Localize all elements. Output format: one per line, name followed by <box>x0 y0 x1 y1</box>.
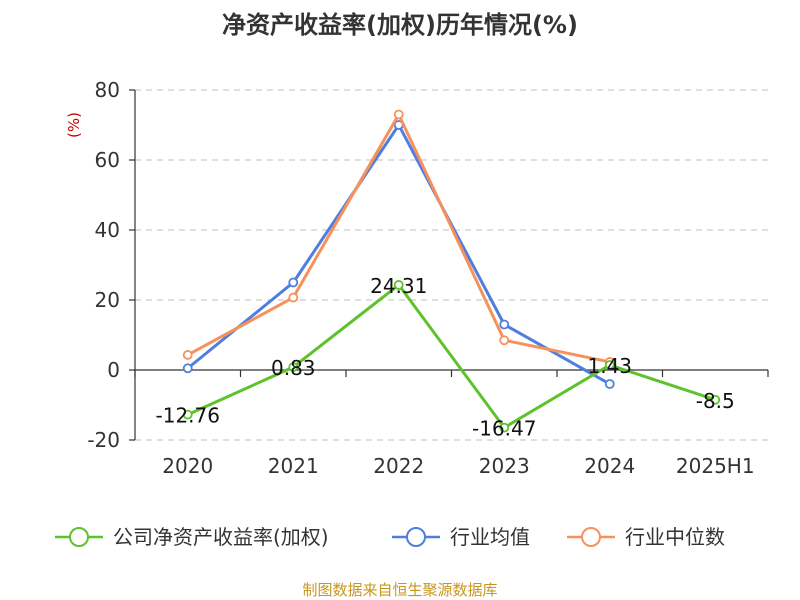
data-source-note: 制图数据来自恒生聚源数据库 <box>302 581 497 599</box>
legend-label: 公司净资产收益率(加权) <box>113 525 329 549</box>
data-point <box>393 109 404 120</box>
series-line-2 <box>187 113 611 364</box>
data-point <box>499 335 510 346</box>
y-axis-unit: (%) <box>65 112 83 138</box>
x-tick-label: 2025H1 <box>676 454 755 478</box>
legend-marker <box>581 527 601 547</box>
gridlines <box>135 89 768 441</box>
legend: 公司净资产收益率(加权) 行业均值 行业中位数 <box>55 525 725 549</box>
data-label: -16.47 <box>472 417 536 441</box>
y-tick-label: 20 <box>95 288 120 312</box>
x-tick-label: 2021 <box>268 454 319 478</box>
legend-label: 行业均值 <box>450 525 530 549</box>
axes: 80 60 40 20 0 -20 2020 2021 2022 2023 2024 2025H1 <box>87 78 769 478</box>
data-point <box>393 280 404 290</box>
legend-marker <box>69 527 89 547</box>
x-tick-label: 2023 <box>479 454 530 478</box>
series-lines <box>182 109 721 433</box>
x-tick-label: 2022 <box>373 454 424 478</box>
data-point <box>288 292 299 303</box>
x-tick-label: 2020 <box>162 454 213 478</box>
data-point <box>182 409 193 420</box>
series-line-1 <box>186 123 611 386</box>
x-tick-label: 2024 <box>584 454 635 478</box>
data-point <box>499 422 510 433</box>
legend-marker <box>406 527 426 547</box>
data-label: 24.31 <box>370 274 427 298</box>
y-tick-label: 0 <box>107 358 120 382</box>
data-point <box>499 319 510 330</box>
data-label: -12.76 <box>156 404 220 428</box>
data-point <box>182 363 193 374</box>
data-labels: -12.76 0.83 24.31 -16.47 1.43 -8.5 <box>156 274 735 441</box>
data-point <box>288 277 299 288</box>
data-label: 0.83 <box>271 356 316 380</box>
y-tick-label: 80 <box>95 78 120 102</box>
y-tick-label: 40 <box>95 218 120 242</box>
data-label: -8.5 <box>696 389 735 413</box>
chart-title: 净资产收益率(加权)历年情况(%) <box>222 11 578 39</box>
data-label: 1.43 <box>587 354 632 378</box>
data-point <box>604 360 615 370</box>
data-point <box>710 394 721 405</box>
legend-label: 行业中位数 <box>625 525 725 549</box>
data-point <box>604 379 615 389</box>
data-point <box>182 350 193 360</box>
y-tick-label: -20 <box>87 428 120 452</box>
data-point <box>288 362 299 372</box>
series-line-0 <box>187 283 716 430</box>
y-tick-label: 60 <box>95 148 120 172</box>
